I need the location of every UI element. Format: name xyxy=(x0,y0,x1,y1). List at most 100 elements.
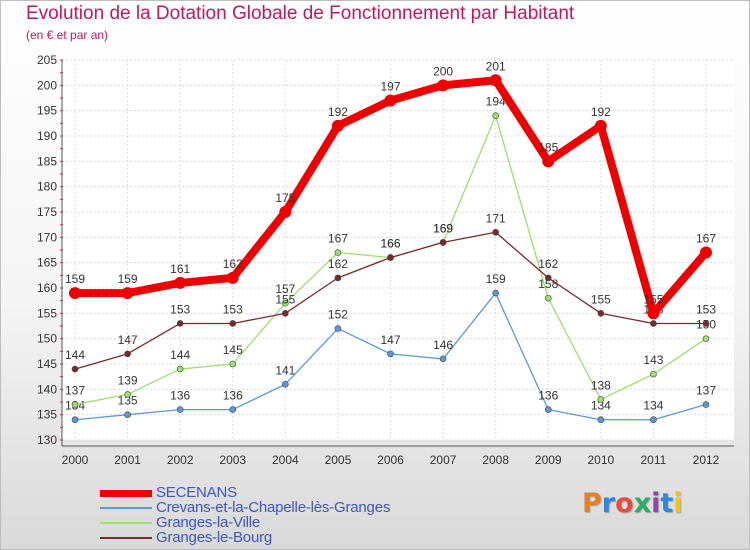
legend-swatch xyxy=(100,537,152,539)
series-granges-la-ville: 137139144145157167166169194158138143150 xyxy=(65,95,716,408)
data-label: 197 xyxy=(380,80,400,94)
y-tick-label: 170 xyxy=(37,230,57,244)
data-point xyxy=(226,271,239,284)
data-point xyxy=(439,239,447,246)
data-label: 201 xyxy=(486,59,506,73)
data-point xyxy=(176,406,184,413)
data-point xyxy=(124,350,131,358)
data-label: 136 xyxy=(170,389,190,403)
data-label: 194 xyxy=(486,95,506,109)
data-label: 134 xyxy=(643,399,663,413)
data-label: 155 xyxy=(591,292,611,306)
data-label: 147 xyxy=(118,333,138,347)
data-label: 175 xyxy=(275,191,295,205)
series-granges-le-bourg: 144147153153155162166169171162155153153 xyxy=(65,211,716,373)
data-point xyxy=(702,401,710,408)
data-label: 146 xyxy=(433,338,453,352)
data-point xyxy=(279,206,292,218)
data-point xyxy=(384,94,397,107)
data-label: 166 xyxy=(380,237,400,251)
data-label: 185 xyxy=(538,140,558,154)
x-tick-label: 2002 xyxy=(167,453,194,467)
data-label: 137 xyxy=(696,384,716,398)
x-tick-label: 2010 xyxy=(587,453,614,467)
x-tick-label: 2001 xyxy=(114,453,141,467)
legend-swatch xyxy=(100,490,152,497)
data-label: 171 xyxy=(486,211,506,225)
x-tick-label: 2006 xyxy=(377,453,404,467)
data-label: 167 xyxy=(696,232,716,246)
data-label: 159 xyxy=(118,272,138,286)
data-label: 157 xyxy=(275,282,295,296)
data-point xyxy=(594,119,607,132)
y-tick-label: 145 xyxy=(37,357,57,371)
data-label: 137 xyxy=(65,384,85,398)
data-point xyxy=(437,79,450,92)
data-label: 155 xyxy=(643,292,663,306)
series-crevans-et-la-chapelle-le-s-granges: 134135136136141152147146159136134134137 xyxy=(65,272,716,424)
data-point xyxy=(334,274,342,282)
y-tick-label: 185 xyxy=(37,154,57,168)
data-label: 159 xyxy=(65,272,85,286)
x-tick-label: 2004 xyxy=(272,453,299,467)
series-secenans: 159 159 161 162 175 192 197 200 201 185 192 155 167 xyxy=(65,59,716,320)
data-point xyxy=(71,401,79,408)
data-point xyxy=(492,228,499,236)
legend-swatch xyxy=(100,507,152,509)
data-point xyxy=(544,294,552,302)
chart-subtitle: (en € et par an) xyxy=(26,28,109,42)
data-point xyxy=(176,320,184,327)
data-label: 136 xyxy=(538,389,558,403)
data-label: 166 xyxy=(380,237,400,251)
y-tick-label: 195 xyxy=(37,104,57,118)
data-point xyxy=(387,350,394,358)
data-label: 139 xyxy=(118,373,138,387)
legend-label: Crevans-et-la-Chapelle-lès-Granges xyxy=(156,499,391,516)
y-tick-label: 190 xyxy=(37,129,57,143)
legend-label: SECENANS xyxy=(156,484,237,501)
data-point xyxy=(331,119,344,132)
data-point xyxy=(282,299,289,307)
x-tick-label: 2007 xyxy=(430,453,457,467)
x-tick-label: 2003 xyxy=(219,453,246,467)
y-tick-label: 180 xyxy=(37,180,57,194)
data-label: 159 xyxy=(486,272,506,286)
data-label: 147 xyxy=(380,333,400,347)
data-point xyxy=(492,112,499,120)
data-label: 167 xyxy=(328,232,348,246)
data-label: 153 xyxy=(170,302,190,316)
data-label: 134 xyxy=(591,399,611,413)
data-point xyxy=(229,360,237,368)
data-label: 169 xyxy=(433,221,453,235)
data-point xyxy=(597,310,605,317)
data-point xyxy=(650,370,657,378)
data-point xyxy=(650,320,657,327)
legend-label: Granges-la-Ville xyxy=(156,514,261,531)
y-tick-label: 205 xyxy=(37,53,57,67)
data-point xyxy=(489,74,502,87)
data-label: 192 xyxy=(591,105,611,119)
y-tick-label: 160 xyxy=(37,281,57,295)
data-point xyxy=(439,355,447,363)
data-label: 143 xyxy=(643,353,663,367)
data-point xyxy=(700,246,712,259)
x-tick-label: 2011 xyxy=(641,453,667,467)
proxiti-logo: Proxiti xyxy=(582,488,683,519)
data-point xyxy=(650,416,657,424)
data-label: 141 xyxy=(275,363,295,377)
data-point xyxy=(124,411,131,418)
y-tick-label: 200 xyxy=(37,78,57,92)
y-tick-label: 130 xyxy=(37,433,57,447)
data-label: 200 xyxy=(433,64,453,78)
data-point xyxy=(124,391,131,398)
data-label: 144 xyxy=(65,348,85,362)
data-point xyxy=(229,320,237,327)
data-label: 162 xyxy=(328,257,348,271)
data-point xyxy=(69,287,81,300)
data-label: 144 xyxy=(170,348,190,362)
data-label: 145 xyxy=(223,343,243,357)
y-tick-label: 165 xyxy=(37,256,57,270)
y-tick-label: 135 xyxy=(37,408,57,422)
data-label: 169 xyxy=(433,221,453,235)
